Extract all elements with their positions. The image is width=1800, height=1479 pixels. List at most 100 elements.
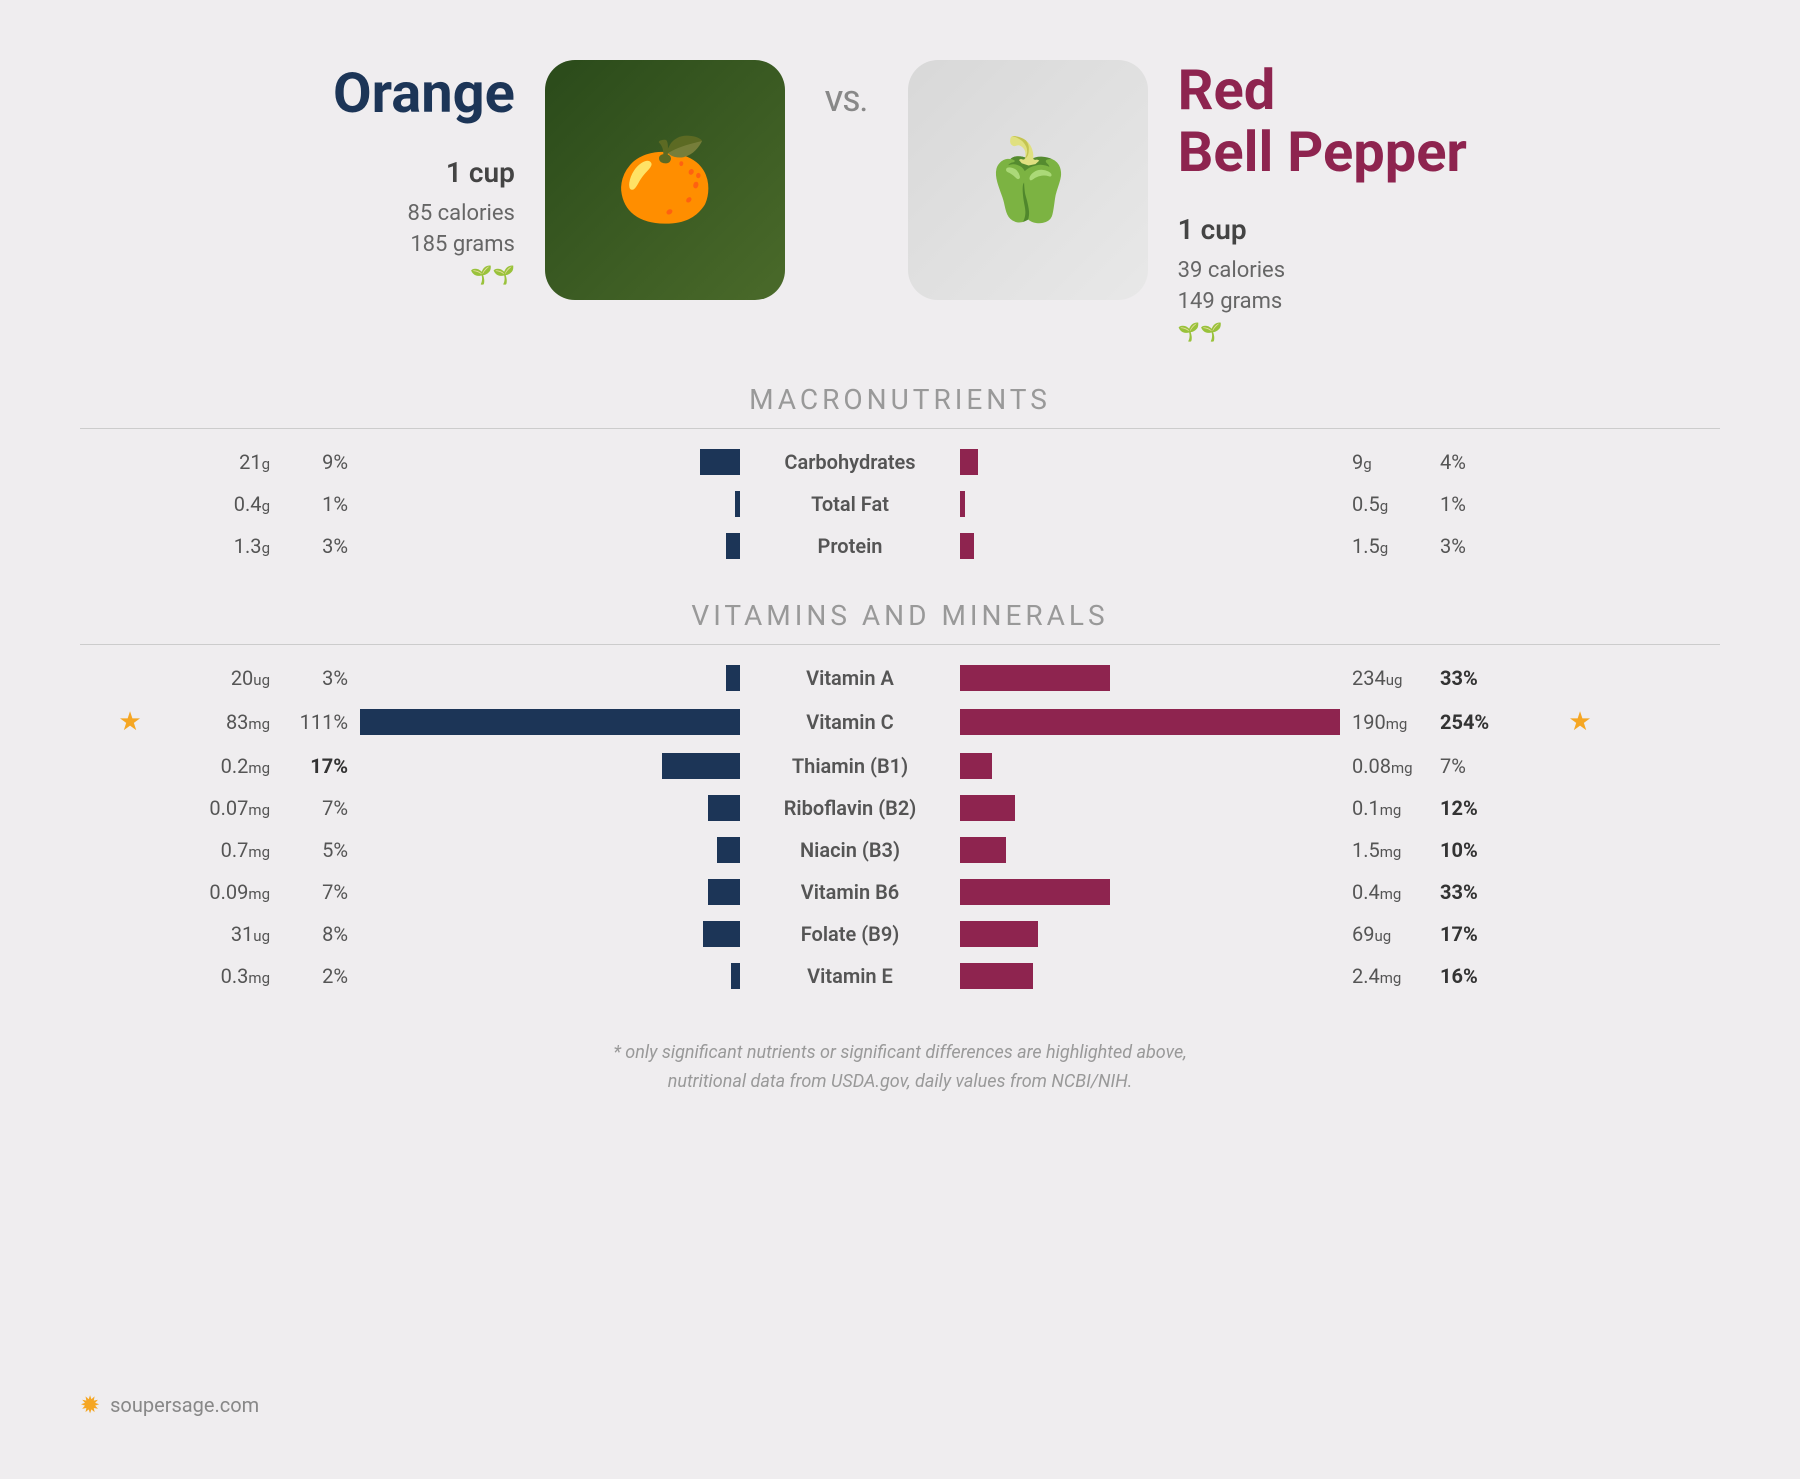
nutrient-label: Folate (B9) (740, 922, 960, 946)
right-bar (960, 753, 992, 779)
footnote: * only significant nutrients or signific… (80, 1039, 1720, 1097)
right-amount: 0.08mg (1340, 754, 1440, 778)
left-amount: 0.7mg (180, 838, 270, 862)
nutrient-label: Vitamin E (740, 964, 960, 988)
right-info: RedBell Pepper 1 cup 39 calories 149 gra… (1178, 60, 1467, 343)
left-bar (726, 533, 740, 559)
vs-label: VS. (825, 85, 868, 118)
left-percent: 2% (270, 964, 360, 988)
left-amount: 83mg (180, 710, 270, 734)
left-percent: 1% (270, 492, 360, 516)
right-amount: 9g (1340, 450, 1440, 474)
left-info: Orange 1 cup 85 calories 185 grams 🌱🌱 (333, 60, 515, 286)
right-amount: 2.4mg (1340, 964, 1440, 988)
left-amount: 20ug (180, 666, 270, 690)
left-percent: 5% (270, 838, 360, 862)
right-serving: 1 cup (1178, 213, 1467, 246)
left-amount: 0.09mg (180, 880, 270, 904)
divider (80, 644, 1720, 645)
nutrient-row: 0.07mg7%Riboflavin (B2)0.1mg12% (80, 795, 1720, 821)
right-bar (960, 879, 1110, 905)
left-percent: 8% (270, 922, 360, 946)
nutrient-label: Carbohydrates (740, 450, 960, 474)
right-bar (960, 963, 1033, 989)
macro-section-title: MACRONUTRIENTS (80, 383, 1720, 416)
nutrient-row: ★83mg111%Vitamin C190mg254%★ (80, 707, 1720, 737)
nutrient-row: 1.3g3%Protein1.5g3% (80, 533, 1720, 559)
right-percent: 4% (1440, 450, 1530, 474)
right-bar (960, 449, 978, 475)
divider (80, 428, 1720, 429)
left-title: Orange (333, 60, 515, 126)
right-percent: 33% (1440, 880, 1530, 904)
right-percent: 12% (1440, 796, 1530, 820)
vitamin-rows: 20ug3%Vitamin A234ug33% ★ 83mg111% Vitamin … (80, 665, 1720, 989)
site-name: soupersage.com (110, 1393, 259, 1417)
right-percent: 7% (1440, 754, 1530, 778)
star-icon: ★ (118, 707, 141, 737)
right-bar (960, 665, 1110, 691)
right-amount: 1.5mg (1340, 838, 1440, 862)
logo-icon: ✹ (80, 1391, 100, 1419)
nutrient-label: Niacin (B3) (740, 838, 960, 862)
right-amount: 1.5g (1340, 534, 1440, 558)
footer: ✹ soupersage.com (80, 1391, 259, 1419)
plant-icon: 🌱🌱 (1178, 322, 1467, 343)
right-percent: 10% (1440, 838, 1530, 862)
left-bar (703, 921, 740, 947)
left-bar (662, 753, 740, 779)
right-percent: 254% (1440, 710, 1530, 734)
left-amount: 0.3mg (180, 964, 270, 988)
left-bar (708, 879, 740, 905)
left-amount: 1.3g (180, 534, 270, 558)
left-bar (726, 665, 740, 691)
nutrient-label: Vitamin B6 (740, 880, 960, 904)
right-bar (960, 709, 1340, 735)
right-bar (960, 491, 965, 517)
left-serving: 1 cup (333, 156, 515, 189)
nutrient-row: 21g9% Carbohydrates 9g4% (80, 449, 1720, 475)
left-percent: 3% (270, 534, 360, 558)
left-bar (360, 709, 740, 735)
right-percent: 33% (1440, 666, 1530, 690)
nutrient-row: 0.4g1%Total Fat0.5g1% (80, 491, 1720, 517)
right-title: RedBell Pepper (1178, 60, 1467, 183)
right-image: 🫑 (908, 60, 1148, 300)
left-amount: 31ug (180, 922, 270, 946)
left-amount: 0.2mg (180, 754, 270, 778)
left-percent: 17% (270, 754, 360, 778)
nutrient-row: 0.3mg2% Vitamin E 2.4mg16% (80, 963, 1720, 989)
left-calories: 85 calories (333, 201, 515, 226)
right-amount: 0.1mg (1340, 796, 1440, 820)
left-bar (731, 963, 740, 989)
left-image: 🍊 (545, 60, 785, 300)
left-percent: 7% (270, 796, 360, 820)
right-amount: 69ug (1340, 922, 1440, 946)
left-grams: 185 grams (333, 232, 515, 257)
right-amount: 234ug (1340, 666, 1440, 690)
right-amount: 190mg (1340, 710, 1440, 734)
right-bar (960, 921, 1038, 947)
star-icon: ★ (1568, 707, 1591, 737)
right-calories: 39 calories (1178, 258, 1467, 283)
left-bar (708, 795, 740, 821)
right-percent: 16% (1440, 964, 1530, 988)
left-percent: 9% (270, 450, 360, 474)
right-percent: 3% (1440, 534, 1530, 558)
left-percent: 7% (270, 880, 360, 904)
left-percent: 3% (270, 666, 360, 690)
nutrient-label: Protein (740, 534, 960, 558)
right-grams: 149 grams (1178, 289, 1467, 314)
nutrient-row: 20ug3%Vitamin A234ug33% (80, 665, 1720, 691)
nutrient-label: Riboflavin (B2) (740, 796, 960, 820)
right-bar (960, 837, 1006, 863)
right-amount: 0.4mg (1340, 880, 1440, 904)
vitamin-section-title: VITAMINS AND MINERALS (80, 599, 1720, 632)
nutrient-row: 0.2mg17% Thiamin (B1) 0.08mg7% (80, 753, 1720, 779)
nutrient-label: Thiamin (B1) (740, 754, 960, 778)
left-amount: 21g (180, 450, 270, 474)
macro-rows: 21g9% Carbohydrates 9g4% 0.4g1%Total Fat0.5… (80, 449, 1720, 559)
left-amount: 0.4g (180, 492, 270, 516)
left-percent: 111% (270, 710, 360, 734)
nutrient-row: 0.09mg7% Vitamin B6 0.4mg33% (80, 879, 1720, 905)
